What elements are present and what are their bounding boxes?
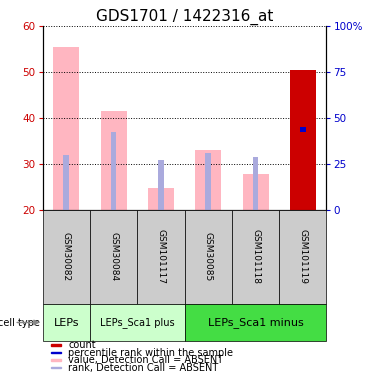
Text: LEPs_Sca1 minus: LEPs_Sca1 minus bbox=[208, 317, 303, 328]
Bar bbox=[290, 70, 316, 210]
Bar bbox=[51, 344, 61, 346]
Bar bbox=[53, 47, 79, 210]
Bar bbox=[51, 352, 61, 353]
Text: value, Detection Call = ABSENT: value, Detection Call = ABSENT bbox=[68, 355, 223, 365]
Bar bbox=[206, 153, 211, 210]
Bar bbox=[111, 132, 116, 210]
Bar bbox=[158, 160, 164, 210]
Bar bbox=[43, 210, 90, 304]
Bar bbox=[51, 359, 61, 361]
Bar bbox=[51, 367, 61, 368]
Bar bbox=[137, 210, 185, 304]
Bar bbox=[253, 157, 258, 210]
Bar bbox=[290, 70, 316, 210]
Bar bbox=[185, 210, 232, 304]
Text: percentile rank within the sample: percentile rank within the sample bbox=[68, 348, 233, 357]
Text: GSM30082: GSM30082 bbox=[62, 232, 71, 281]
Bar bbox=[43, 304, 90, 341]
Bar bbox=[300, 130, 306, 210]
Text: GSM30084: GSM30084 bbox=[109, 232, 118, 281]
Bar bbox=[90, 210, 137, 304]
Bar bbox=[243, 174, 269, 210]
Bar bbox=[195, 150, 221, 210]
Text: count: count bbox=[68, 340, 96, 350]
Text: GSM101117: GSM101117 bbox=[157, 230, 165, 284]
Bar bbox=[232, 210, 279, 304]
Text: GSM30085: GSM30085 bbox=[204, 232, 213, 282]
Text: LEPs: LEPs bbox=[53, 318, 79, 327]
Text: GSM101119: GSM101119 bbox=[298, 230, 307, 284]
Text: rank, Detection Call = ABSENT: rank, Detection Call = ABSENT bbox=[68, 363, 219, 372]
Bar bbox=[300, 127, 306, 132]
Bar bbox=[90, 304, 185, 341]
Text: cell type: cell type bbox=[0, 318, 43, 327]
Bar bbox=[101, 111, 127, 210]
Text: LEPs_Sca1 plus: LEPs_Sca1 plus bbox=[100, 317, 175, 328]
Text: GSM101118: GSM101118 bbox=[251, 230, 260, 284]
Bar bbox=[148, 188, 174, 210]
Bar bbox=[63, 155, 69, 210]
Title: GDS1701 / 1422316_at: GDS1701 / 1422316_at bbox=[96, 9, 273, 25]
Bar bbox=[185, 304, 326, 341]
Bar bbox=[279, 210, 326, 304]
